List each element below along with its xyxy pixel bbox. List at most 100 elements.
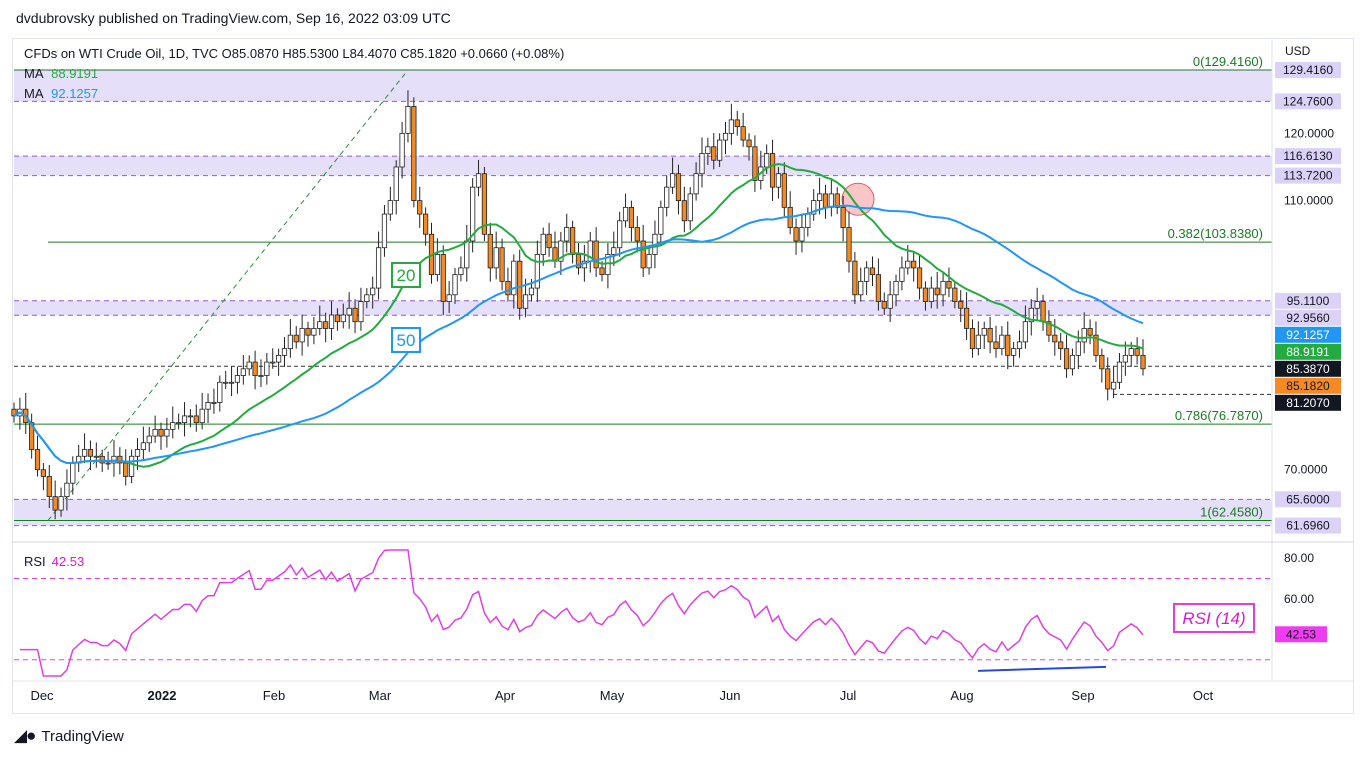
candle <box>570 227 576 255</box>
candle <box>199 408 205 424</box>
candle <box>311 328 317 336</box>
candle <box>105 462 111 465</box>
crossover-circle <box>841 182 875 216</box>
candle <box>687 193 693 222</box>
candle <box>1058 341 1064 350</box>
candle <box>370 287 376 296</box>
candle <box>834 193 840 208</box>
candle <box>699 153 705 175</box>
candle <box>499 247 505 282</box>
candle <box>864 267 870 282</box>
trendline <box>47 69 409 521</box>
candle <box>816 193 823 202</box>
ma20-value: 88.9191 <box>51 66 99 81</box>
candle <box>1052 334 1058 343</box>
ma50-label: MA <box>24 86 44 101</box>
candle <box>793 227 799 242</box>
rsi-layer: 80.00 60.00 RSI (14) 42.53 <box>14 549 1327 677</box>
candle <box>740 126 746 141</box>
candle <box>681 200 687 222</box>
candle <box>417 200 423 215</box>
rsi-legend[interactable]: RSI 42.53 <box>24 554 84 569</box>
candle <box>540 233 546 255</box>
candle <box>611 247 617 255</box>
candle <box>393 166 399 202</box>
rsi-name-box <box>1173 603 1255 633</box>
candle <box>940 280 946 296</box>
candle <box>669 173 676 188</box>
price-label-box <box>1275 167 1341 184</box>
candle <box>364 294 370 302</box>
ma20-label: MA <box>24 66 44 81</box>
candle <box>423 213 429 235</box>
candle <box>381 213 388 249</box>
ohlc-row[interactable]: CFDs on WTI Crude Oil, 1D, TVC O85.0870 … <box>24 44 568 64</box>
candle <box>1028 307 1034 323</box>
candle <box>440 254 446 302</box>
publisher-byline: dvdubrovsky published on TradingView.com… <box>16 10 451 26</box>
candle <box>505 280 511 296</box>
candle <box>1110 381 1117 390</box>
candle <box>1034 301 1040 309</box>
currency-label: USD <box>1285 44 1311 58</box>
candle <box>129 455 135 477</box>
ma20-row[interactable]: MA 88.9191 <box>24 64 568 84</box>
candle <box>693 173 699 195</box>
ma50-box <box>391 327 421 353</box>
rsi-divergence-line <box>977 665 1107 672</box>
price-label: 95.1100 <box>1287 294 1330 308</box>
price-label-box <box>1275 394 1341 411</box>
zone-2 <box>14 300 1272 316</box>
candle <box>911 260 917 269</box>
candle <box>1075 341 1081 356</box>
fib-layer: 0(129.4160) 0.382(103.8380) 0.786(76.7870)… <box>14 54 1272 521</box>
candle <box>264 361 270 376</box>
fib-label-2: 0.786(76.7870) <box>1175 408 1263 423</box>
candle <box>358 301 364 323</box>
price-label: 116.6130 <box>1283 149 1332 163</box>
candle <box>899 267 905 282</box>
fib-label-0: 0(129.4160) <box>1193 54 1263 69</box>
fib-label-3: 1(62.4580) <box>1200 504 1263 519</box>
ma20-line <box>13 162 1144 468</box>
candle <box>434 254 440 276</box>
candle <box>323 321 329 329</box>
candle <box>52 496 58 511</box>
candle <box>452 274 458 296</box>
candle <box>458 267 464 276</box>
candle <box>305 328 311 336</box>
candle <box>858 280 864 296</box>
candle <box>805 213 811 228</box>
candle <box>752 146 758 181</box>
candle <box>58 496 64 511</box>
candle <box>464 240 470 269</box>
candle <box>605 254 611 276</box>
candle <box>628 206 635 228</box>
candle <box>599 267 605 276</box>
candle <box>134 449 141 457</box>
candle <box>87 449 94 457</box>
candle <box>887 294 893 309</box>
candle <box>317 321 323 329</box>
candle <box>593 240 599 269</box>
price-label-box <box>1275 326 1341 343</box>
candle <box>640 240 646 269</box>
candle <box>211 402 217 404</box>
candle <box>528 287 535 296</box>
candle <box>1016 341 1023 350</box>
price-tick: 70.0000 <box>1284 463 1328 477</box>
footer[interactable]: ◢● TradingView <box>14 726 124 746</box>
rsi-tick: 60.00 <box>1284 592 1314 606</box>
candle <box>334 314 341 323</box>
candle <box>1116 361 1123 383</box>
ma50-row[interactable]: MA 92.1257 <box>24 84 568 104</box>
candle <box>928 287 934 302</box>
time-tick: Aug <box>950 688 973 703</box>
candle <box>764 153 770 168</box>
candle <box>352 307 358 323</box>
candle <box>993 341 999 350</box>
time-tick: May <box>600 688 625 703</box>
ma20-box <box>391 262 421 288</box>
